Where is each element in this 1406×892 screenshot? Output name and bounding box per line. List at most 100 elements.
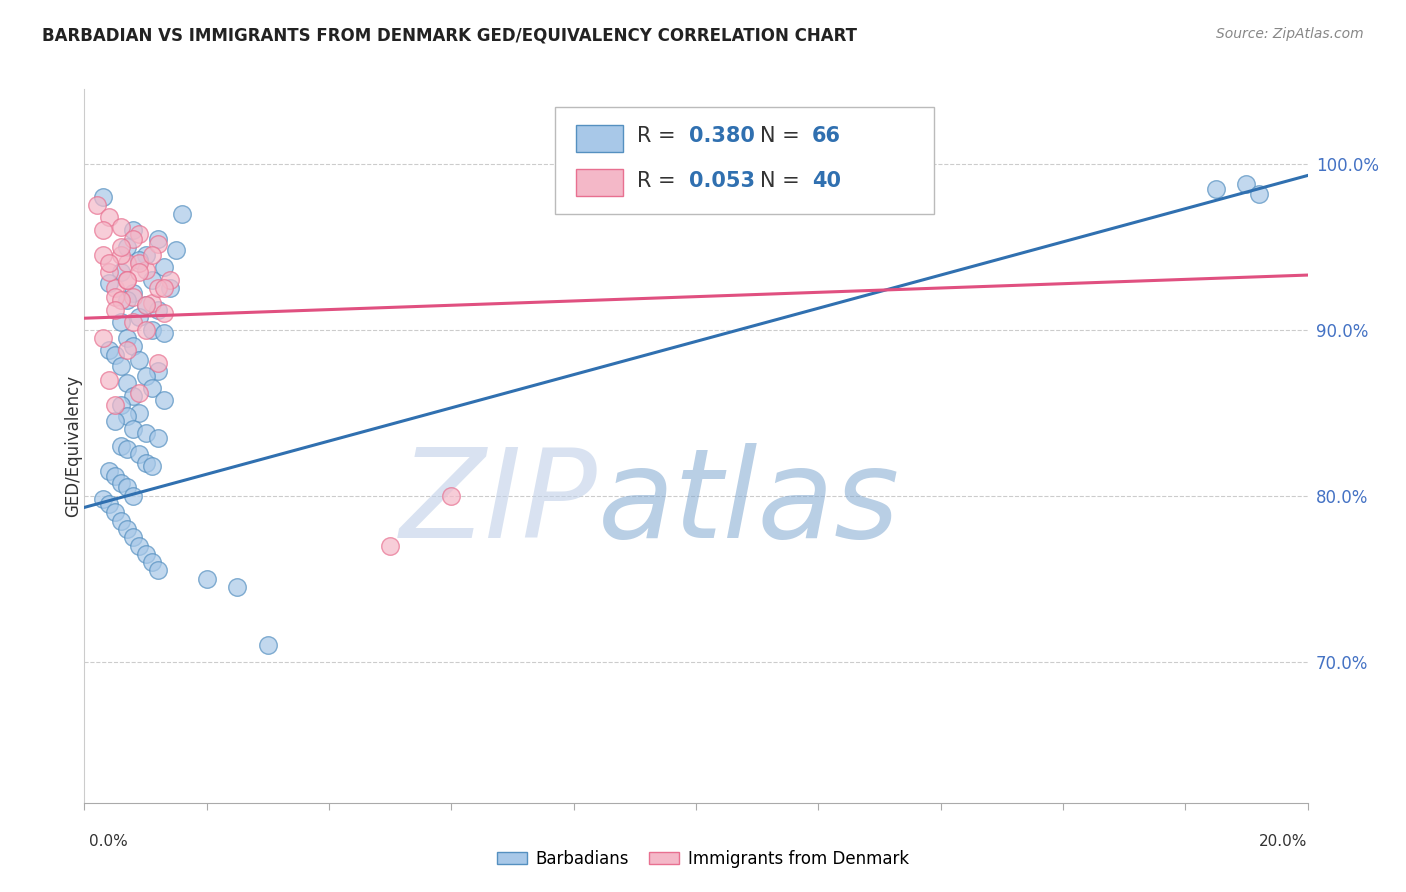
Point	[97, 265, 120, 279]
Point	[146, 356, 169, 370]
Point	[104, 290, 127, 304]
Point	[122, 290, 145, 304]
FancyBboxPatch shape	[576, 125, 623, 152]
Point	[159, 281, 181, 295]
Point	[104, 505, 127, 519]
Point	[380, 539, 402, 553]
Point	[91, 492, 114, 507]
Point	[135, 298, 157, 312]
Point	[104, 348, 127, 362]
Point	[135, 323, 157, 337]
Point	[122, 489, 145, 503]
Point	[128, 227, 150, 241]
Point	[115, 343, 138, 357]
Point	[172, 207, 194, 221]
Point	[110, 293, 132, 307]
Text: atlas: atlas	[598, 442, 900, 564]
Point	[110, 397, 132, 411]
Text: N =: N =	[759, 170, 806, 191]
Point	[97, 497, 120, 511]
Point	[146, 231, 169, 245]
Point	[97, 277, 120, 291]
Legend: Barbadians, Immigrants from Denmark: Barbadians, Immigrants from Denmark	[491, 844, 915, 875]
Point	[141, 323, 163, 337]
Point	[104, 397, 127, 411]
Point	[1205, 182, 1227, 196]
FancyBboxPatch shape	[576, 169, 623, 196]
Point	[153, 260, 176, 274]
Point	[91, 223, 114, 237]
Point	[141, 248, 163, 262]
Point	[135, 425, 157, 440]
Point	[115, 442, 138, 457]
Point	[440, 489, 463, 503]
Point	[146, 281, 169, 295]
Point	[195, 572, 218, 586]
Point	[141, 296, 163, 310]
Point	[86, 198, 108, 212]
Text: 0.053: 0.053	[689, 170, 755, 191]
Point	[141, 458, 163, 473]
Point	[165, 243, 187, 257]
Point	[110, 265, 132, 279]
Point	[128, 310, 150, 324]
Point	[146, 236, 169, 251]
Point	[153, 392, 176, 407]
Point	[141, 381, 163, 395]
Point	[115, 409, 138, 424]
Point	[115, 273, 138, 287]
Point	[104, 414, 127, 428]
Point	[141, 555, 163, 569]
Point	[122, 231, 145, 245]
Point	[110, 439, 132, 453]
Point	[110, 314, 132, 328]
Point	[110, 248, 132, 262]
Point	[91, 331, 114, 345]
Point	[97, 256, 120, 270]
Point	[122, 422, 145, 436]
Text: 40: 40	[813, 170, 841, 191]
Point	[115, 256, 138, 270]
Point	[128, 539, 150, 553]
Point	[135, 248, 157, 262]
Point	[128, 385, 150, 400]
Point	[122, 389, 145, 403]
Point	[91, 248, 114, 262]
Point	[97, 343, 120, 357]
Point	[122, 223, 145, 237]
Point	[1247, 186, 1270, 201]
Point	[97, 210, 120, 224]
Point	[135, 263, 157, 277]
Point	[115, 481, 138, 495]
Point	[110, 514, 132, 528]
Point	[128, 406, 150, 420]
Point	[135, 456, 157, 470]
Point	[153, 326, 176, 340]
Point	[115, 273, 138, 287]
Point	[128, 352, 150, 367]
Y-axis label: GED/Equivalency: GED/Equivalency	[65, 375, 82, 517]
Point	[153, 281, 176, 295]
Point	[104, 468, 127, 483]
Point	[135, 547, 157, 561]
Point	[146, 364, 169, 378]
Point	[153, 306, 176, 320]
Point	[146, 431, 169, 445]
Point	[110, 240, 132, 254]
Point	[115, 522, 138, 536]
Point	[141, 273, 163, 287]
Point	[257, 638, 280, 652]
Text: R =: R =	[637, 170, 682, 191]
Point	[97, 464, 120, 478]
Point	[128, 265, 150, 279]
Text: BARBADIAN VS IMMIGRANTS FROM DENMARK GED/EQUIVALENCY CORRELATION CHART: BARBADIAN VS IMMIGRANTS FROM DENMARK GED…	[42, 27, 858, 45]
Point	[122, 286, 145, 301]
Point	[110, 359, 132, 374]
Text: 20.0%: 20.0%	[1260, 834, 1308, 849]
Text: 0.380: 0.380	[689, 127, 755, 146]
Text: Source: ZipAtlas.com: Source: ZipAtlas.com	[1216, 27, 1364, 41]
Point	[110, 219, 132, 234]
Point	[104, 302, 127, 317]
Point	[115, 331, 138, 345]
Point	[146, 564, 169, 578]
